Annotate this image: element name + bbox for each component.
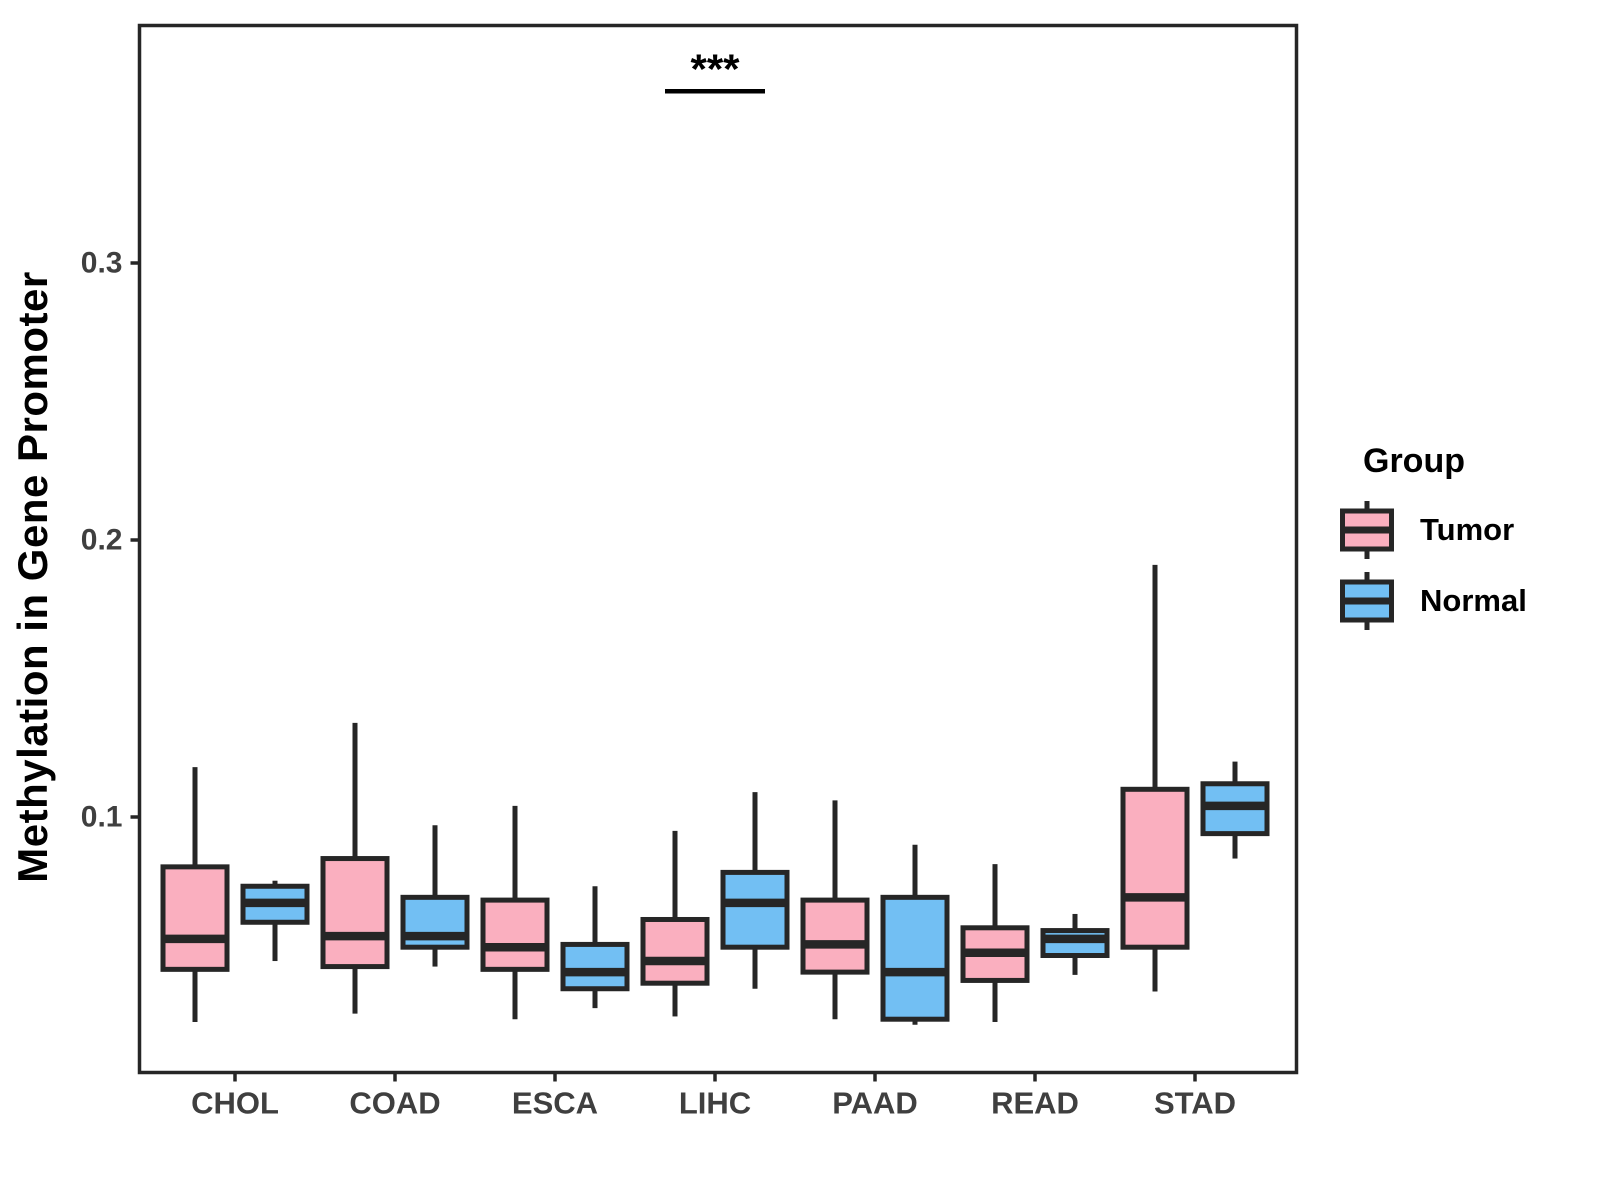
boxplot-stad-normal bbox=[1200, 761, 1270, 859]
iqr-box bbox=[880, 894, 950, 1022]
boxplot-read-tumor bbox=[960, 864, 1030, 1022]
y-tick-label: 0.2 bbox=[81, 524, 123, 557]
y-tick-label: 0.3 bbox=[81, 247, 123, 280]
boxplot-stad-tumor bbox=[1120, 564, 1190, 992]
x-tick-label-stad: STAD bbox=[1154, 1086, 1236, 1121]
iqr-box bbox=[640, 916, 710, 986]
tumor-boxplot-key-icon bbox=[1340, 501, 1394, 559]
boxplot-chol-normal bbox=[240, 880, 310, 962]
iqr-box bbox=[1120, 786, 1190, 950]
boxplot-coad-tumor bbox=[320, 722, 390, 1014]
iqr-box bbox=[480, 897, 550, 972]
legend-item-normal: Normal bbox=[1340, 572, 1600, 630]
y-tick-label: 0.1 bbox=[81, 801, 123, 834]
significance-stars: *** bbox=[690, 46, 740, 93]
boxplot-paad-normal bbox=[880, 844, 950, 1025]
boxplot-lihc-tumor bbox=[640, 830, 710, 1017]
boxplot-chol-tumor bbox=[160, 767, 230, 1022]
iqr-box bbox=[800, 897, 870, 975]
legend-label-tumor: Tumor bbox=[1420, 512, 1515, 547]
boxplot-esca-normal bbox=[560, 886, 630, 1009]
iqr-box bbox=[160, 864, 230, 972]
legend: Group Tumor Normal bbox=[1340, 442, 1600, 643]
legend-label-normal: Normal bbox=[1420, 583, 1527, 618]
boxplot-coad-normal bbox=[400, 825, 470, 967]
iqr-box bbox=[320, 856, 390, 970]
iqr-box bbox=[720, 869, 790, 950]
boxplot-esca-tumor bbox=[480, 805, 550, 1020]
legend-item-tumor: Tumor bbox=[1340, 501, 1600, 559]
x-tick-label-esca: ESCA bbox=[512, 1086, 598, 1121]
panel-border bbox=[137, 23, 1299, 1075]
x-tick-label-read: READ bbox=[991, 1086, 1079, 1121]
boxplot-lihc-normal bbox=[720, 792, 790, 989]
legend-title: Group bbox=[1363, 442, 1465, 480]
x-tick-label-lihc: LIHC bbox=[679, 1086, 751, 1121]
x-tick-label-coad: COAD bbox=[349, 1086, 440, 1121]
boxplot-read-normal bbox=[1040, 913, 1110, 975]
x-tick-label-paad: PAAD bbox=[832, 1086, 918, 1121]
x-tick-label-chol: CHOL bbox=[191, 1086, 279, 1121]
boxplot-paad-tumor bbox=[800, 800, 870, 1020]
normal-boxplot-key-icon bbox=[1340, 572, 1394, 630]
iqr-box bbox=[560, 941, 630, 992]
